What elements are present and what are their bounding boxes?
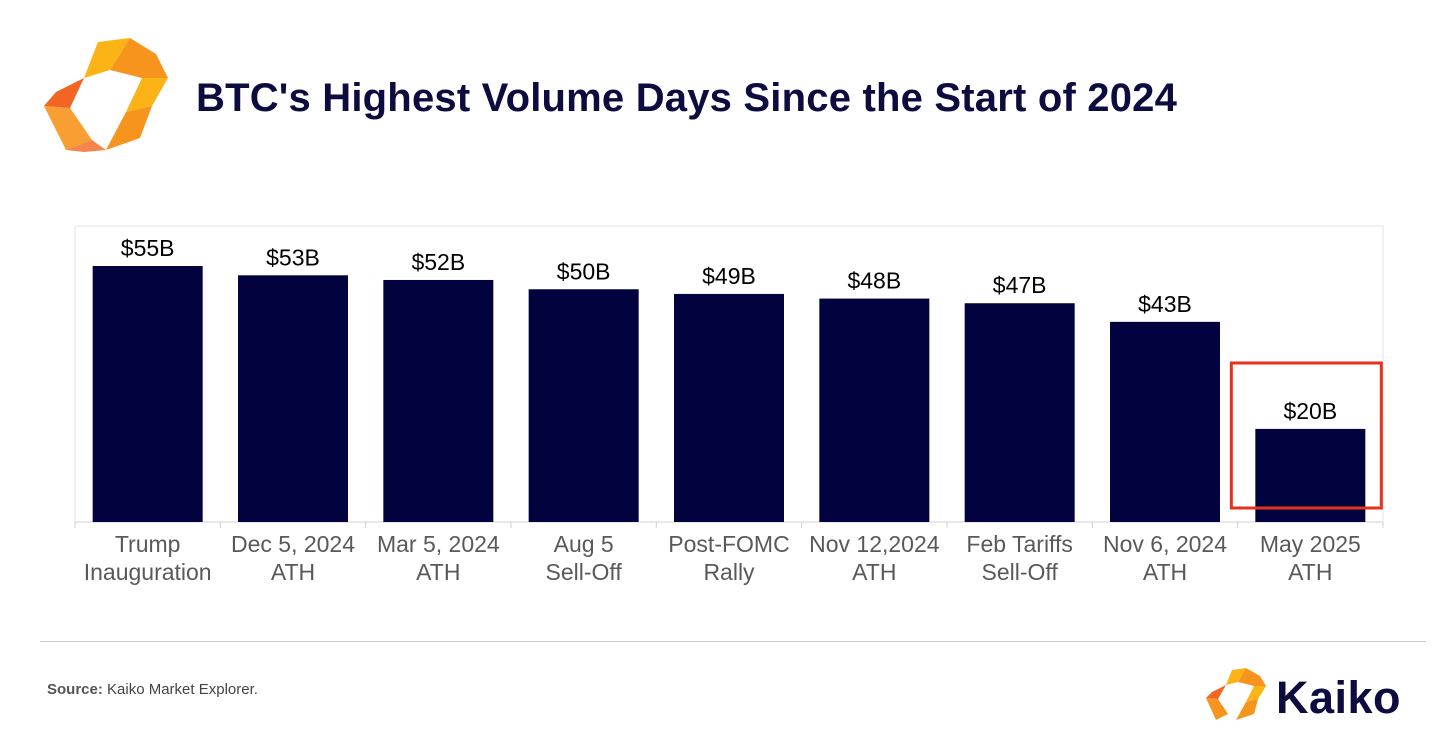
bar — [674, 293, 784, 522]
category-label: ATH — [852, 559, 896, 585]
category-label: Trump — [115, 531, 181, 557]
bar-value-label: $49B — [702, 263, 756, 289]
bar — [92, 266, 203, 522]
category-label: ATH — [1143, 559, 1187, 585]
category-label: Sell-Off — [546, 559, 623, 585]
category-label: Nov 12,2024 — [809, 531, 940, 557]
category-label: ATH — [271, 559, 315, 585]
bar-value-label: $52B — [411, 249, 465, 275]
category-label: ATH — [416, 559, 460, 585]
bar-value-label: $48B — [847, 268, 901, 294]
category-label: May 2025 — [1260, 531, 1361, 557]
category-label: Inauguration — [84, 559, 212, 585]
bar-value-label: $55B — [121, 235, 175, 261]
source-note: Source: Kaiko Market Explorer. — [47, 681, 258, 698]
category-label: ATH — [1288, 559, 1332, 585]
chart-title: BTC's Highest Volume Days Since the Star… — [196, 76, 1178, 120]
bar — [819, 298, 930, 522]
source-label: Source: — [47, 681, 103, 698]
bar-value-label: $50B — [557, 258, 611, 284]
source-text: Kaiko Market Explorer. — [102, 681, 258, 698]
bar — [383, 279, 494, 522]
kaiko-logo-icon — [1206, 668, 1266, 720]
category-label: Feb Tariffs — [966, 531, 1073, 557]
bar — [238, 275, 348, 522]
bar — [1110, 321, 1220, 522]
category-label: Mar 5, 2024 — [377, 531, 500, 557]
bar — [964, 303, 1075, 522]
bar-chart: $55B $53B $52B $50B $49B $48B $47B $43B $20B Tru… — [74, 225, 1384, 585]
category-label: Nov 6, 2024 — [1103, 531, 1227, 557]
category-label: Rally — [703, 559, 755, 585]
category-label: Post-FOMC — [668, 531, 789, 557]
bar-value-label: $47B — [993, 272, 1047, 298]
category-label: Sell-Off — [982, 559, 1059, 585]
bar-value-label: $20B — [1283, 398, 1337, 424]
bar — [528, 289, 639, 522]
bar-value-label: $43B — [1138, 291, 1192, 317]
bar-value-label: $53B — [266, 244, 320, 270]
brand-name: Kaiko — [1276, 672, 1402, 723]
footer-divider — [40, 641, 1426, 642]
category-label: Dec 5, 2024 — [231, 531, 355, 557]
highlight-box — [1229, 361, 1383, 510]
category-label: Aug 5 — [554, 531, 614, 557]
kaiko-hexagon-logo-icon — [44, 38, 168, 152]
bar — [1255, 428, 1366, 522]
